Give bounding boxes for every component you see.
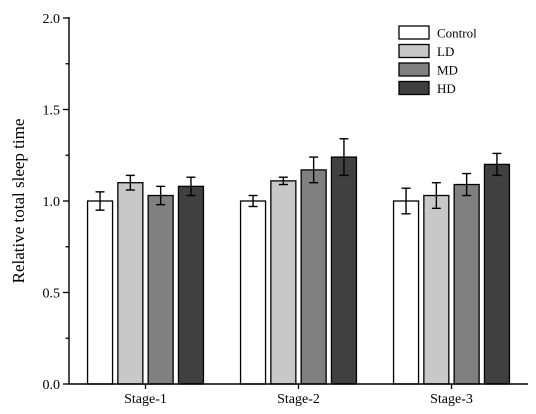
legend-item-control: Control bbox=[398, 25, 477, 41]
bar-hd-stage-3 bbox=[483, 163, 511, 385]
bar-md-stage-1 bbox=[147, 194, 174, 385]
bar-ld-stage-3 bbox=[423, 194, 450, 385]
error-bar-md-stage-3 bbox=[462, 172, 472, 197]
legend-item-ld: LD bbox=[398, 43, 454, 59]
error-bar-md-stage-1 bbox=[156, 185, 166, 206]
y-axis: 0.0 0.5 1.0 1.5 2.0 bbox=[43, 12, 70, 393]
error-bar-hd-stage-1 bbox=[186, 176, 196, 197]
x-tick-label-stage-3: Stage-3 bbox=[430, 392, 473, 407]
legend-label: HD bbox=[437, 81, 456, 96]
y-tick-label: 2.0 bbox=[43, 12, 61, 27]
bar-md-stage-3 bbox=[453, 183, 480, 385]
bar-control-stage-1 bbox=[86, 200, 114, 385]
x-tick-label-stage-2: Stage-2 bbox=[277, 392, 320, 407]
legend-item-md: MD bbox=[398, 62, 458, 78]
legend-label: MD bbox=[437, 63, 458, 78]
x-tick-label-stage-1: Stage-1 bbox=[124, 392, 167, 407]
error-bar-ld-stage-3 bbox=[431, 181, 441, 210]
legend-item-hd: HD bbox=[398, 80, 456, 96]
bar-ld-stage-1 bbox=[117, 182, 144, 385]
y-tick-label: 0.0 bbox=[43, 378, 61, 393]
x-axis: Stage-1 Stage-2 Stage-3 bbox=[69, 383, 528, 407]
legend-swatch bbox=[398, 62, 430, 77]
plot-area: 0.0 0.5 1.0 1.5 2.0 Stage-1 Stage-2 Stage-3 bbox=[43, 12, 528, 407]
bar-md-stage-2 bbox=[300, 169, 327, 385]
error-bar-control-stage-2 bbox=[248, 194, 258, 208]
y-axis-title: Relative total sleep time bbox=[9, 119, 28, 284]
legend-swatch bbox=[398, 80, 430, 96]
error-bar-hd-stage-2 bbox=[339, 138, 349, 177]
bars-group bbox=[86, 156, 511, 385]
y-tick-label: 0.5 bbox=[43, 287, 61, 302]
bar-ld-stage-2 bbox=[270, 180, 297, 385]
bar-control-stage-3 bbox=[392, 200, 420, 385]
y-tick-label: 1.0 bbox=[43, 195, 61, 210]
error-bars-group bbox=[95, 138, 502, 215]
legend: Control LD MD HD bbox=[398, 25, 477, 96]
legend-swatch bbox=[398, 25, 430, 40]
error-bar-control-stage-3 bbox=[401, 187, 411, 215]
legend-label: Control bbox=[437, 26, 477, 41]
bar-control-stage-2 bbox=[239, 200, 267, 385]
bar-hd-stage-1 bbox=[177, 185, 205, 385]
legend-swatch bbox=[398, 43, 430, 59]
bar-hd-stage-2 bbox=[330, 156, 358, 385]
legend-label: LD bbox=[437, 44, 454, 59]
error-bar-ld-stage-2 bbox=[278, 176, 288, 186]
error-bar-ld-stage-1 bbox=[125, 174, 135, 191]
error-bar-hd-stage-3 bbox=[492, 152, 502, 177]
y-tick-label: 1.5 bbox=[43, 104, 61, 119]
error-bar-control-stage-1 bbox=[95, 191, 105, 211]
error-bar-md-stage-2 bbox=[309, 156, 319, 184]
